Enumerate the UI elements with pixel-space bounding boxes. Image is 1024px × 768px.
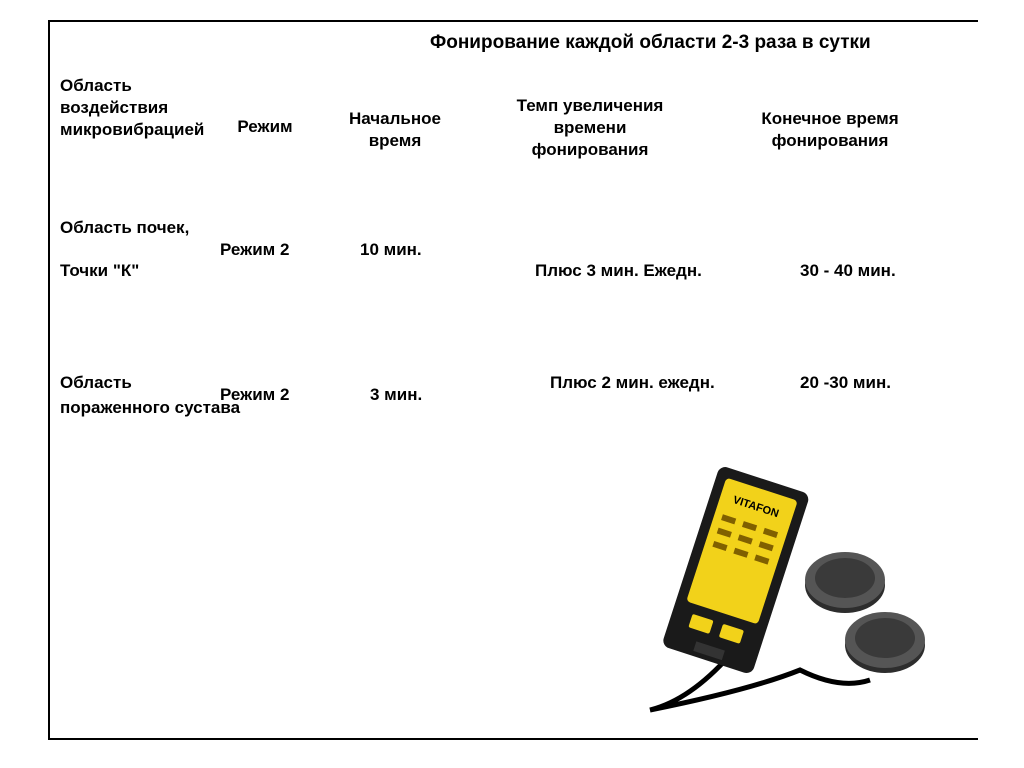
device-disc-2 (845, 612, 925, 673)
row2-mode: Режим 2 (220, 382, 289, 408)
header-start-time: Начальное время (330, 108, 460, 152)
row2-area-line2: пораженного сустава (60, 395, 240, 421)
page-title: Фонирование каждой области 2-3 раза в су… (430, 32, 871, 54)
header-increase: Темп увеличения времени фонирования (500, 95, 680, 161)
row1-area-line2: Точки "К" (60, 258, 139, 284)
row2-start: 3 мин. (370, 382, 422, 408)
header-end-time: Конечное время фонирования (740, 108, 920, 152)
row1-increase: Плюс 3 мин. Ежедн. (535, 258, 702, 284)
row1-mode: Режим 2 (220, 237, 289, 263)
row2-increase: Плюс 2 мин. ежедн. (550, 370, 715, 396)
device-cable (650, 655, 870, 710)
device-illustration: VITAFON (610, 440, 940, 730)
row2-end: 20 -30 мин. (800, 370, 891, 396)
row1-end: 30 - 40 мин. (800, 258, 896, 284)
header-area: Область воздействия микровибрацией (60, 75, 210, 141)
header-mode: Режим (225, 116, 305, 138)
device-disc-1 (805, 552, 885, 613)
row2-area-line1: Область (60, 370, 132, 396)
row1-area-line1: Область почек, (60, 215, 189, 241)
row1-start: 10 мин. (360, 237, 422, 263)
